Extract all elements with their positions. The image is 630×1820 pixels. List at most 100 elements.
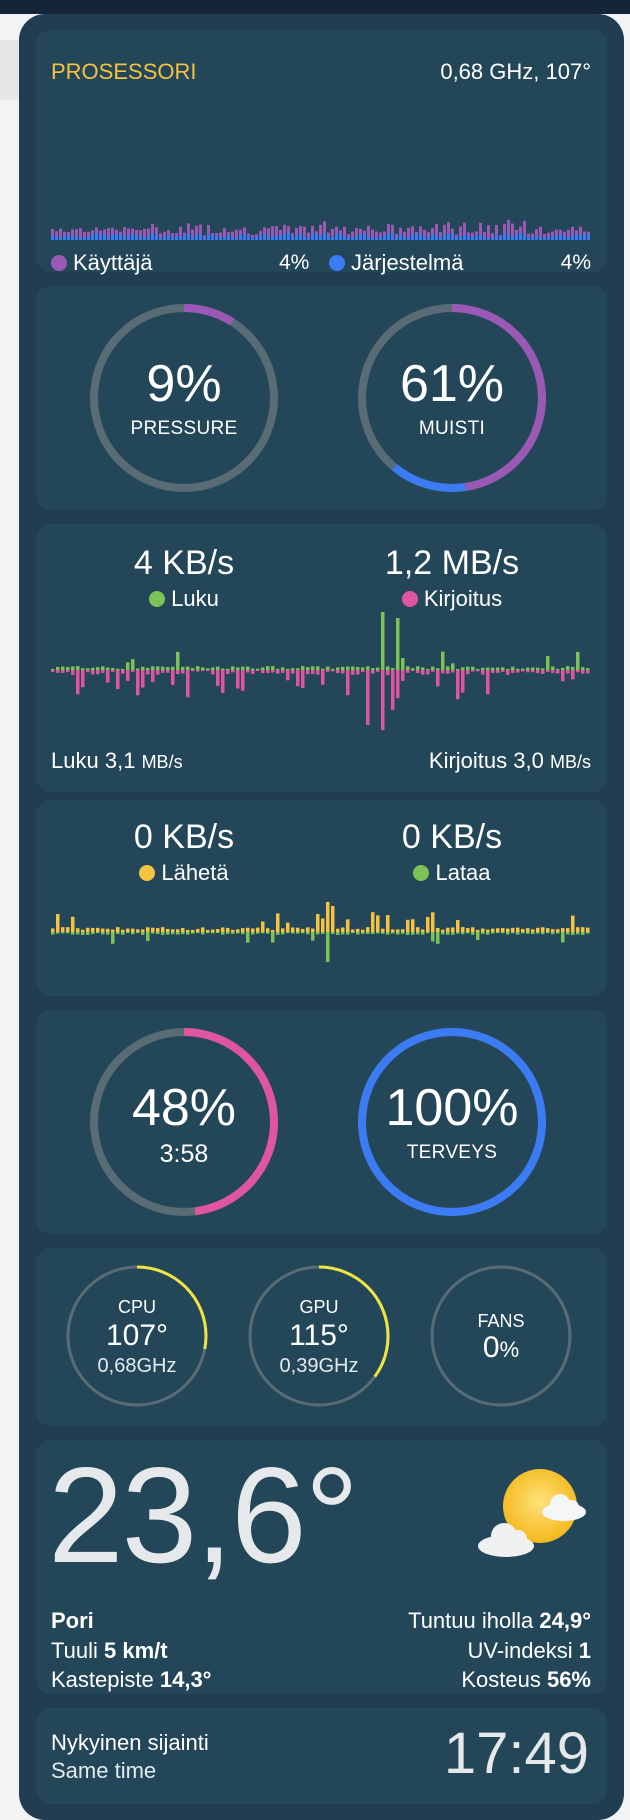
cpu-system-bar: [571, 235, 574, 240]
disk-read-bar: [396, 618, 400, 670]
cpu-system-bar: [547, 237, 550, 240]
feels-label: Tuntuu iholla: [408, 1608, 534, 1633]
network-card[interactable]: 0 KB/s Lähetä 0 KB/s Lataa: [36, 800, 607, 996]
net-download-bar: [271, 932, 275, 943]
cpu-system-bar: [307, 237, 310, 240]
net-download-bar: [311, 932, 315, 941]
disk-read-bar: [156, 666, 160, 670]
net-upload-bar: [61, 927, 65, 932]
cpu-user-bar: [79, 228, 82, 238]
weather-card[interactable]: 23,6°: [36, 1440, 607, 1694]
memory-unit: %: [457, 355, 505, 413]
disk-read-bar: [376, 667, 380, 670]
net-download-bar: [286, 932, 290, 934]
net-download-bar: [146, 932, 150, 941]
net-download-bar: [201, 932, 205, 935]
disk-read-bar: [561, 667, 565, 670]
pressure-value: 9: [146, 355, 176, 413]
net-download-bar: [581, 932, 585, 935]
cpu-system-bar: [63, 235, 66, 240]
net-upload-bar: [551, 929, 555, 932]
cpu-user-bar: [359, 228, 362, 235]
disk-read-bar: [296, 668, 300, 670]
fans-unit: %: [499, 1337, 520, 1362]
net-download-bar: [451, 932, 455, 935]
net-upload-bar: [276, 913, 280, 932]
disk-write-bar: [476, 670, 480, 672]
cpu-system-bar: [443, 234, 446, 240]
disk-read-bar: [406, 666, 410, 670]
cpu-user-bar: [563, 231, 566, 236]
cpu-system-bar: [319, 235, 322, 240]
disk-write-bar: [516, 670, 520, 673]
disk-read-bar: [206, 668, 210, 670]
cpu-user-bar: [251, 235, 254, 238]
cpu-system-bar: [355, 236, 358, 240]
cpu-user-bar: [111, 227, 114, 234]
cpu-system-bar: [427, 237, 430, 240]
disk-write-bar: [256, 670, 260, 672]
cpu-system-bar: [579, 234, 582, 240]
weather-feels-like: Tuntuu iholla 24,9°: [408, 1608, 591, 1634]
cpu-card[interactable]: PROSESSORI 0,68 GHz, 107° Käyttäjä 4% Jä…: [36, 30, 607, 275]
cpu-user-bar: [75, 229, 78, 236]
disk-write-bar: [496, 670, 500, 673]
net-upload-bar: [401, 929, 405, 932]
net-download-bar: [551, 932, 555, 935]
disk-read-bar: [436, 668, 440, 670]
net-upload-bar: [251, 928, 255, 932]
cpu-user-bar: [263, 227, 266, 234]
net-upload-bar: [146, 927, 150, 932]
cpu-user-bar: [143, 228, 146, 237]
cpu-user-bar: [487, 225, 490, 238]
disk-write-bar: [481, 670, 485, 675]
disk-write-bar: [346, 670, 350, 696]
battery-health-label: TERVEYS: [406, 1142, 498, 1163]
cpu-user-bar: [483, 232, 486, 238]
net-upload-bar: [571, 915, 575, 932]
cpu-user-bar: [523, 220, 526, 235]
uv-value: 1: [578, 1638, 591, 1663]
cpu-user-bar: [335, 226, 338, 234]
net-download-bar: [196, 932, 200, 934]
gpu-sensor-freq: 0,39GHz: [279, 1355, 359, 1377]
net-download-bar: [376, 932, 380, 934]
disk-read-bar: [281, 667, 285, 670]
uv-label: UV-indeksi: [467, 1638, 573, 1663]
disk-write-bar: [491, 670, 495, 673]
disk-read-bar: [226, 668, 230, 670]
cpu-system-bar: [243, 234, 246, 240]
dew-label: Kastepiste: [51, 1667, 154, 1692]
cpu-system-bar: [543, 237, 546, 240]
cpu-system-bar: [491, 237, 494, 240]
disk-card[interactable]: 4 KB/s Luku 1,2 MB/s Kirjoitus Luku 3,1 …: [36, 524, 607, 792]
net-download-bar: [136, 932, 140, 934]
cpu-user-bar: [63, 231, 66, 236]
net-upload-bar: [366, 927, 370, 932]
cpu-system-bar: [455, 236, 458, 240]
cpu-system-bar: [99, 235, 102, 240]
memory-card[interactable]: 9% PRESSURE 61% MUISTI: [36, 286, 607, 510]
cpu-system-bar: [363, 233, 366, 240]
cpu-system-bar: [475, 235, 478, 240]
net-download-bar: [421, 932, 425, 935]
cpu-system-bar: [231, 237, 234, 240]
disk-read-bar: [511, 666, 515, 670]
disk-write-bar: [356, 670, 360, 675]
net-download-bar: [116, 932, 120, 934]
sensors-card[interactable]: CPU 107° 0,68GHz GPU 115° 0,39GHz FANS 0…: [36, 1248, 607, 1426]
disk-read-bar: [306, 667, 310, 670]
net-download-bar: [571, 932, 575, 935]
net-upload-bar: [226, 927, 230, 932]
cpu-user-bar: [267, 228, 270, 238]
net-upload-bar: [311, 928, 315, 932]
clock-card[interactable]: Nykyinen sijainti Same time 17:49: [36, 1708, 607, 1804]
cpu-user-legend: Käyttäjä: [51, 250, 153, 276]
cpu-system-bar: [259, 235, 262, 240]
disk-write-bar: [561, 670, 565, 682]
net-download-bar: [401, 932, 405, 934]
disk-write-bar: [96, 670, 100, 675]
battery-card[interactable]: 48% 3:58 100% TERVEYS: [36, 1010, 607, 1234]
cpu-system-bar: [227, 234, 230, 240]
cpu-user-bar: [215, 233, 218, 236]
